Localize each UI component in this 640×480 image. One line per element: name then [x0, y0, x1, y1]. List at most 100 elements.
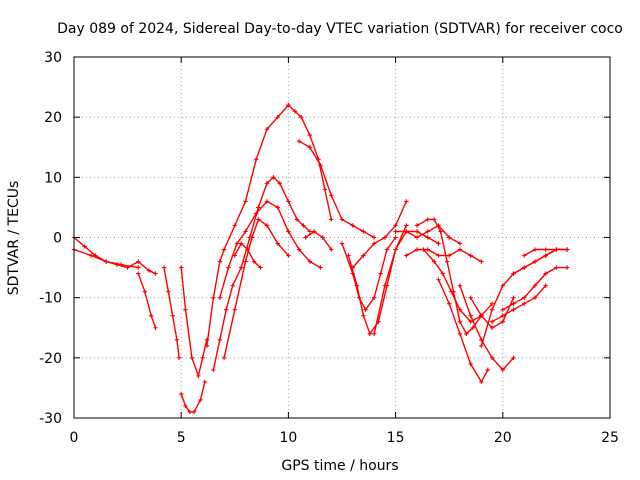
- x-tick-labels: 0 5 10 15 20 25: [70, 430, 619, 446]
- data-point: [500, 307, 505, 312]
- data-point: [500, 319, 505, 324]
- data-point: [191, 409, 197, 415]
- data-point: [464, 331, 469, 336]
- data-point: [371, 241, 377, 246]
- data-point: [489, 307, 495, 312]
- data-point: [522, 265, 527, 270]
- axis-ticks: [73, 56, 611, 419]
- data-point: [436, 253, 441, 258]
- series-trace: [513, 248, 568, 275]
- data-point: [489, 301, 495, 306]
- data-point: [554, 247, 559, 252]
- data-point: [479, 313, 484, 318]
- data-point: [256, 217, 261, 222]
- series-trace: [416, 218, 482, 335]
- data-point: [275, 114, 280, 120]
- data-point: [183, 403, 188, 409]
- data-point: [221, 355, 227, 361]
- data-point: [404, 223, 409, 228]
- data-point: [361, 229, 366, 234]
- y-tick-label: -20: [39, 351, 62, 367]
- data-point: [311, 229, 317, 234]
- series-trace: [73, 236, 156, 275]
- data-point: [234, 241, 240, 246]
- data-point: [404, 229, 409, 234]
- data-point: [286, 199, 291, 204]
- data-point: [361, 313, 366, 318]
- series-trace: [287, 104, 332, 220]
- x-tick-label: 5: [177, 430, 186, 446]
- data-point: [404, 253, 409, 258]
- data-point: [421, 247, 426, 252]
- data-point: [431, 259, 437, 264]
- data-point: [393, 223, 398, 228]
- data-point: [146, 268, 152, 273]
- data-point: [232, 253, 237, 258]
- series-arc-g: [204, 102, 291, 348]
- y-axis-label: SDTVAR / TECUs: [6, 181, 22, 296]
- data-point: [371, 235, 377, 240]
- data-point: [243, 199, 248, 204]
- data-point: [522, 295, 527, 300]
- data-point: [425, 229, 430, 234]
- series-trace: [437, 279, 489, 384]
- data-point: [500, 313, 505, 318]
- data-point: [211, 295, 216, 300]
- data-point: [543, 271, 548, 276]
- data-point: [249, 235, 255, 240]
- data-point: [286, 253, 291, 258]
- series-arc-h: [286, 102, 334, 222]
- data-point: [148, 313, 154, 318]
- data-point: [224, 307, 229, 312]
- data-point: [371, 331, 377, 336]
- data-point: [489, 325, 495, 330]
- data-point: [256, 205, 261, 210]
- series-arc-b: [71, 247, 141, 270]
- series-trace: [341, 237, 397, 312]
- data-point: [522, 301, 527, 306]
- data-point: [354, 283, 360, 288]
- data-point: [440, 271, 445, 276]
- data-point: [243, 259, 248, 264]
- data-point: [232, 223, 237, 228]
- data-point: [457, 307, 463, 312]
- data-point: [382, 283, 388, 288]
- data-point: [350, 223, 355, 228]
- series-arc-c: [136, 271, 158, 330]
- data-point: [554, 265, 559, 270]
- data-point: [532, 247, 538, 252]
- data-point: [532, 283, 538, 288]
- data-point: [371, 295, 377, 300]
- data-point: [264, 181, 270, 186]
- data-point: [251, 259, 257, 264]
- data-point: [286, 102, 291, 108]
- x-tick-label: 10: [279, 430, 297, 446]
- data-point: [511, 355, 516, 361]
- series-arc-l: [232, 241, 263, 270]
- series-arc-w: [436, 277, 490, 385]
- data-point: [329, 247, 334, 252]
- data-point: [176, 355, 182, 361]
- x-axis-label: GPS time / hours: [281, 458, 398, 474]
- series-trace: [212, 176, 311, 371]
- data-point: [264, 127, 270, 132]
- data-point: [232, 307, 237, 312]
- data-point: [485, 367, 490, 373]
- series-trace: [422, 249, 493, 323]
- series-arc-n: [303, 229, 334, 252]
- data-point: [217, 295, 222, 300]
- data-point: [153, 271, 158, 276]
- data-point: [564, 265, 570, 270]
- data-point: [500, 283, 505, 288]
- data-point: [489, 355, 495, 361]
- data-point: [511, 301, 516, 306]
- data-point: [254, 211, 259, 216]
- x-tick-label: 15: [387, 430, 405, 446]
- data-point: [277, 181, 283, 186]
- data-point: [425, 247, 430, 252]
- data-point: [479, 259, 484, 264]
- data-point: [431, 217, 437, 222]
- data-point: [511, 295, 516, 300]
- data-point: [457, 331, 463, 336]
- data-point: [243, 229, 248, 234]
